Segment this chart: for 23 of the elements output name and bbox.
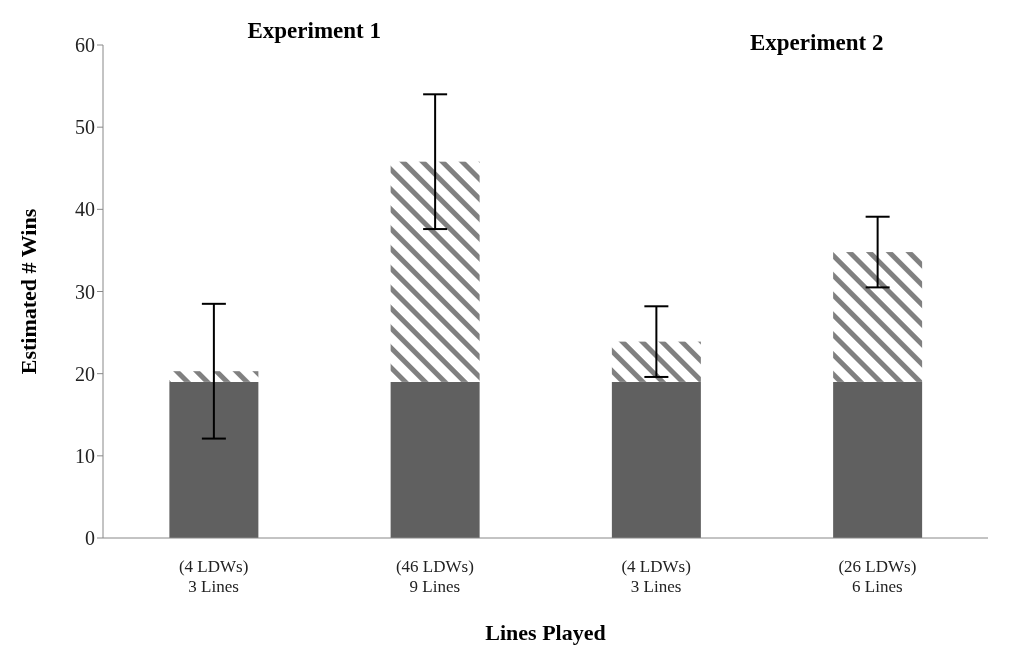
bar: [169, 381, 259, 538]
bar: [833, 381, 923, 538]
x-tick-label: (46 LDWs) 9 Lines: [395, 557, 474, 596]
bar: [611, 381, 701, 538]
y-tick-label: 10: [75, 444, 95, 467]
y-tick-label: 40: [75, 198, 95, 221]
bar: [390, 381, 480, 538]
x-tick-label: (4 LDWs) 3 Lines: [621, 557, 691, 596]
y-axis-title: Estimated # Wins: [15, 208, 41, 375]
y-tick-label: 50: [75, 116, 95, 139]
text: Experiment 1: [246, 18, 382, 44]
bar: [833, 252, 923, 382]
bar: [611, 341, 701, 382]
x-tick-label: (26 LDWs) 6 Lines: [838, 557, 917, 596]
y-tick-label: 30: [75, 280, 95, 303]
y-tick-label: 0: [85, 527, 95, 550]
annotation: Experiment 2: [749, 30, 885, 56]
bar: [390, 161, 480, 382]
y-tick-label: 60: [75, 34, 95, 57]
x-axis-title: Lines Played: [485, 620, 606, 645]
bar: [169, 371, 259, 382]
y-tick-label: 20: [75, 362, 95, 385]
x-tick-label: (4 LDWs) 3 Lines: [178, 557, 249, 596]
